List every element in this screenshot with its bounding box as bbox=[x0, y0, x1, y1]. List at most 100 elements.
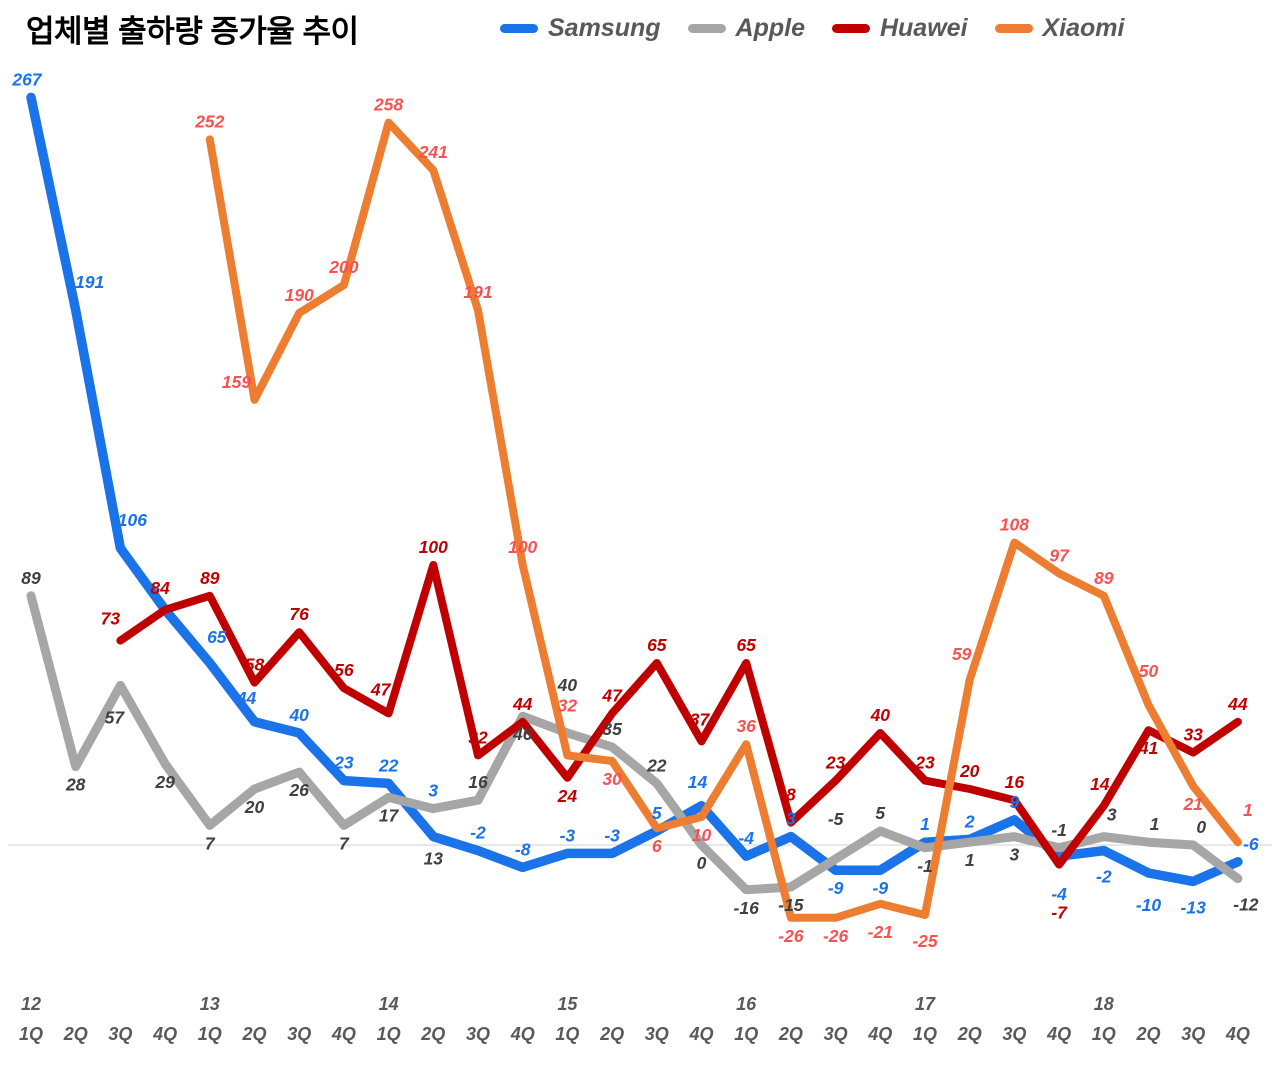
x-axis-year-label: 12 bbox=[21, 994, 41, 1014]
samsung-point-label: -9 bbox=[828, 878, 844, 898]
samsung-point-label: 267 bbox=[11, 69, 42, 89]
samsung-point-label: -9 bbox=[873, 878, 889, 898]
huawei-point-label: 40 bbox=[870, 705, 891, 725]
xiaomi-point-label: 6 bbox=[652, 836, 662, 856]
apple-point-label: 22 bbox=[646, 755, 667, 775]
apple-point-label: 0 bbox=[1196, 817, 1206, 837]
apple-point-label: 1 bbox=[965, 850, 975, 870]
huawei-point-label: -7 bbox=[1051, 903, 1068, 923]
apple-point-label: 7 bbox=[339, 833, 350, 853]
x-axis-year-label: 18 bbox=[1094, 994, 1114, 1014]
x-axis-quarter-label: 4Q bbox=[688, 1024, 713, 1044]
x-axis-quarter-label: 4Q bbox=[510, 1024, 535, 1044]
x-axis-year-label: 15 bbox=[557, 994, 578, 1014]
x-axis-quarter-label: 1Q bbox=[555, 1024, 579, 1044]
samsung-point-label: -4 bbox=[738, 828, 754, 848]
apple-point-label: 1 bbox=[1150, 814, 1160, 834]
huawei-point-label: 76 bbox=[289, 604, 309, 624]
x-axis-year-label: 13 bbox=[200, 994, 220, 1014]
huawei-point-label: 44 bbox=[512, 694, 533, 714]
apple-point-label: -1 bbox=[1051, 820, 1067, 840]
huawei-point-label: 47 bbox=[601, 685, 623, 705]
huawei-line bbox=[116, 561, 1242, 869]
huawei-point-label: 84 bbox=[150, 578, 170, 598]
xiaomi-point-label: 97 bbox=[1049, 545, 1070, 565]
x-axis-quarter-label: 3Q bbox=[287, 1024, 311, 1044]
samsung-point-label: -6 bbox=[1243, 834, 1259, 854]
legend-label-samsung: Samsung bbox=[548, 14, 661, 42]
xiaomi-point-label: 252 bbox=[194, 111, 224, 131]
samsung-point-label: -10 bbox=[1136, 895, 1162, 915]
samsung-point-label: 22 bbox=[378, 755, 399, 775]
chart-title: 업체별 출하량 증가율 추이 bbox=[26, 14, 359, 49]
xiaomi-point-label: 241 bbox=[418, 142, 448, 162]
apple-point-label: 89 bbox=[21, 568, 41, 588]
samsung-point-label: 3 bbox=[428, 781, 438, 801]
x-axis-quarter-label: 2Q bbox=[599, 1024, 624, 1044]
xiaomi-point-label: -26 bbox=[778, 926, 804, 946]
xiaomi-point-label: -25 bbox=[912, 931, 938, 951]
samsung-point-label: -4 bbox=[1051, 884, 1067, 904]
x-axis-quarter-label: 3Q bbox=[466, 1024, 490, 1044]
samsung-point-label: 65 bbox=[207, 627, 227, 647]
apple-point-label: 26 bbox=[288, 780, 309, 800]
samsung-point-label: 5 bbox=[652, 803, 662, 823]
apple-point-label: 35 bbox=[602, 719, 622, 739]
x-axis-quarter-label: 2Q bbox=[1135, 1024, 1160, 1044]
apple-point-label: 13 bbox=[424, 849, 444, 869]
apple-point-label: 28 bbox=[65, 775, 86, 795]
xiaomi-point-label: 21 bbox=[1182, 794, 1202, 814]
xiaomi-point-label: 30 bbox=[602, 769, 622, 789]
xiaomi-point-label: 100 bbox=[508, 537, 537, 557]
xiaomi-line bbox=[205, 118, 1242, 922]
huawei-point-label: 20 bbox=[959, 761, 980, 781]
x-axis-quarter-label: 3Q bbox=[645, 1024, 669, 1044]
huawei-point-label: 100 bbox=[419, 537, 448, 557]
x-axis-quarter-label: 1Q bbox=[734, 1024, 758, 1044]
samsung-point-label: -2 bbox=[470, 823, 486, 843]
samsung-point-label: -2 bbox=[1096, 867, 1112, 887]
apple-point-label: -5 bbox=[828, 809, 844, 829]
xiaomi-point-label: 10 bbox=[692, 825, 712, 845]
x-axis-quarter-label: 1Q bbox=[913, 1024, 937, 1044]
huawei-point-label: 65 bbox=[736, 635, 756, 655]
samsung-point-label: 44 bbox=[236, 688, 257, 708]
legend-item-apple: Apple bbox=[687, 14, 805, 43]
samsung-point-label: 9 bbox=[1010, 792, 1020, 812]
huawei-point-label: 33 bbox=[1183, 725, 1203, 745]
apple-point-label: 29 bbox=[154, 772, 175, 792]
x-axis-quarter-label: 3Q bbox=[1002, 1024, 1026, 1044]
samsung-point-label: 14 bbox=[688, 772, 708, 792]
x-axis-year-label: 16 bbox=[736, 994, 757, 1014]
x-axis-quarter-label: 2Q bbox=[778, 1024, 803, 1044]
xiaomi-point-label: 36 bbox=[736, 716, 756, 736]
samsung-point-label: -3 bbox=[604, 825, 620, 845]
apple-point-label: 46 bbox=[512, 724, 533, 744]
apple-point-label: 3 bbox=[1107, 805, 1117, 825]
samsung-point-label: 3 bbox=[786, 809, 796, 829]
apple-point-label: 16 bbox=[468, 772, 488, 792]
apple-color-swatch-icon bbox=[687, 24, 726, 33]
xiaomi-point-label: 108 bbox=[1000, 515, 1029, 535]
apple-point-label: -1 bbox=[917, 856, 933, 876]
huawei-point-label: 8 bbox=[786, 785, 796, 805]
xiaomi-point-label: 32 bbox=[558, 695, 578, 715]
huawei-point-label: 44 bbox=[1227, 694, 1248, 714]
huawei-point-label: 73 bbox=[101, 609, 121, 629]
xiaomi-point-label: 191 bbox=[463, 282, 492, 302]
samsung-point-label: 23 bbox=[333, 753, 354, 773]
xiaomi-point-label: -26 bbox=[823, 926, 849, 946]
samsung-color-swatch-icon bbox=[500, 24, 538, 33]
x-axis-quarter-label: 4Q bbox=[867, 1024, 892, 1044]
huawei-point-label: 32 bbox=[468, 727, 488, 747]
x-axis-quarter-label: 2Q bbox=[420, 1024, 445, 1044]
legend-item-samsung: Samsung bbox=[500, 14, 661, 43]
legend-item-huawei: Huawei bbox=[831, 14, 968, 43]
x-axis-quarter-label: 3Q bbox=[824, 1024, 848, 1044]
legend-item-xiaomi: Xiaomi bbox=[994, 14, 1125, 43]
legend-label-huawei: Huawei bbox=[879, 14, 968, 42]
x-axis-year-label: 17 bbox=[915, 994, 936, 1014]
x-axis-quarter-label: 2Q bbox=[957, 1024, 982, 1044]
apple-point-label: -16 bbox=[734, 898, 760, 918]
